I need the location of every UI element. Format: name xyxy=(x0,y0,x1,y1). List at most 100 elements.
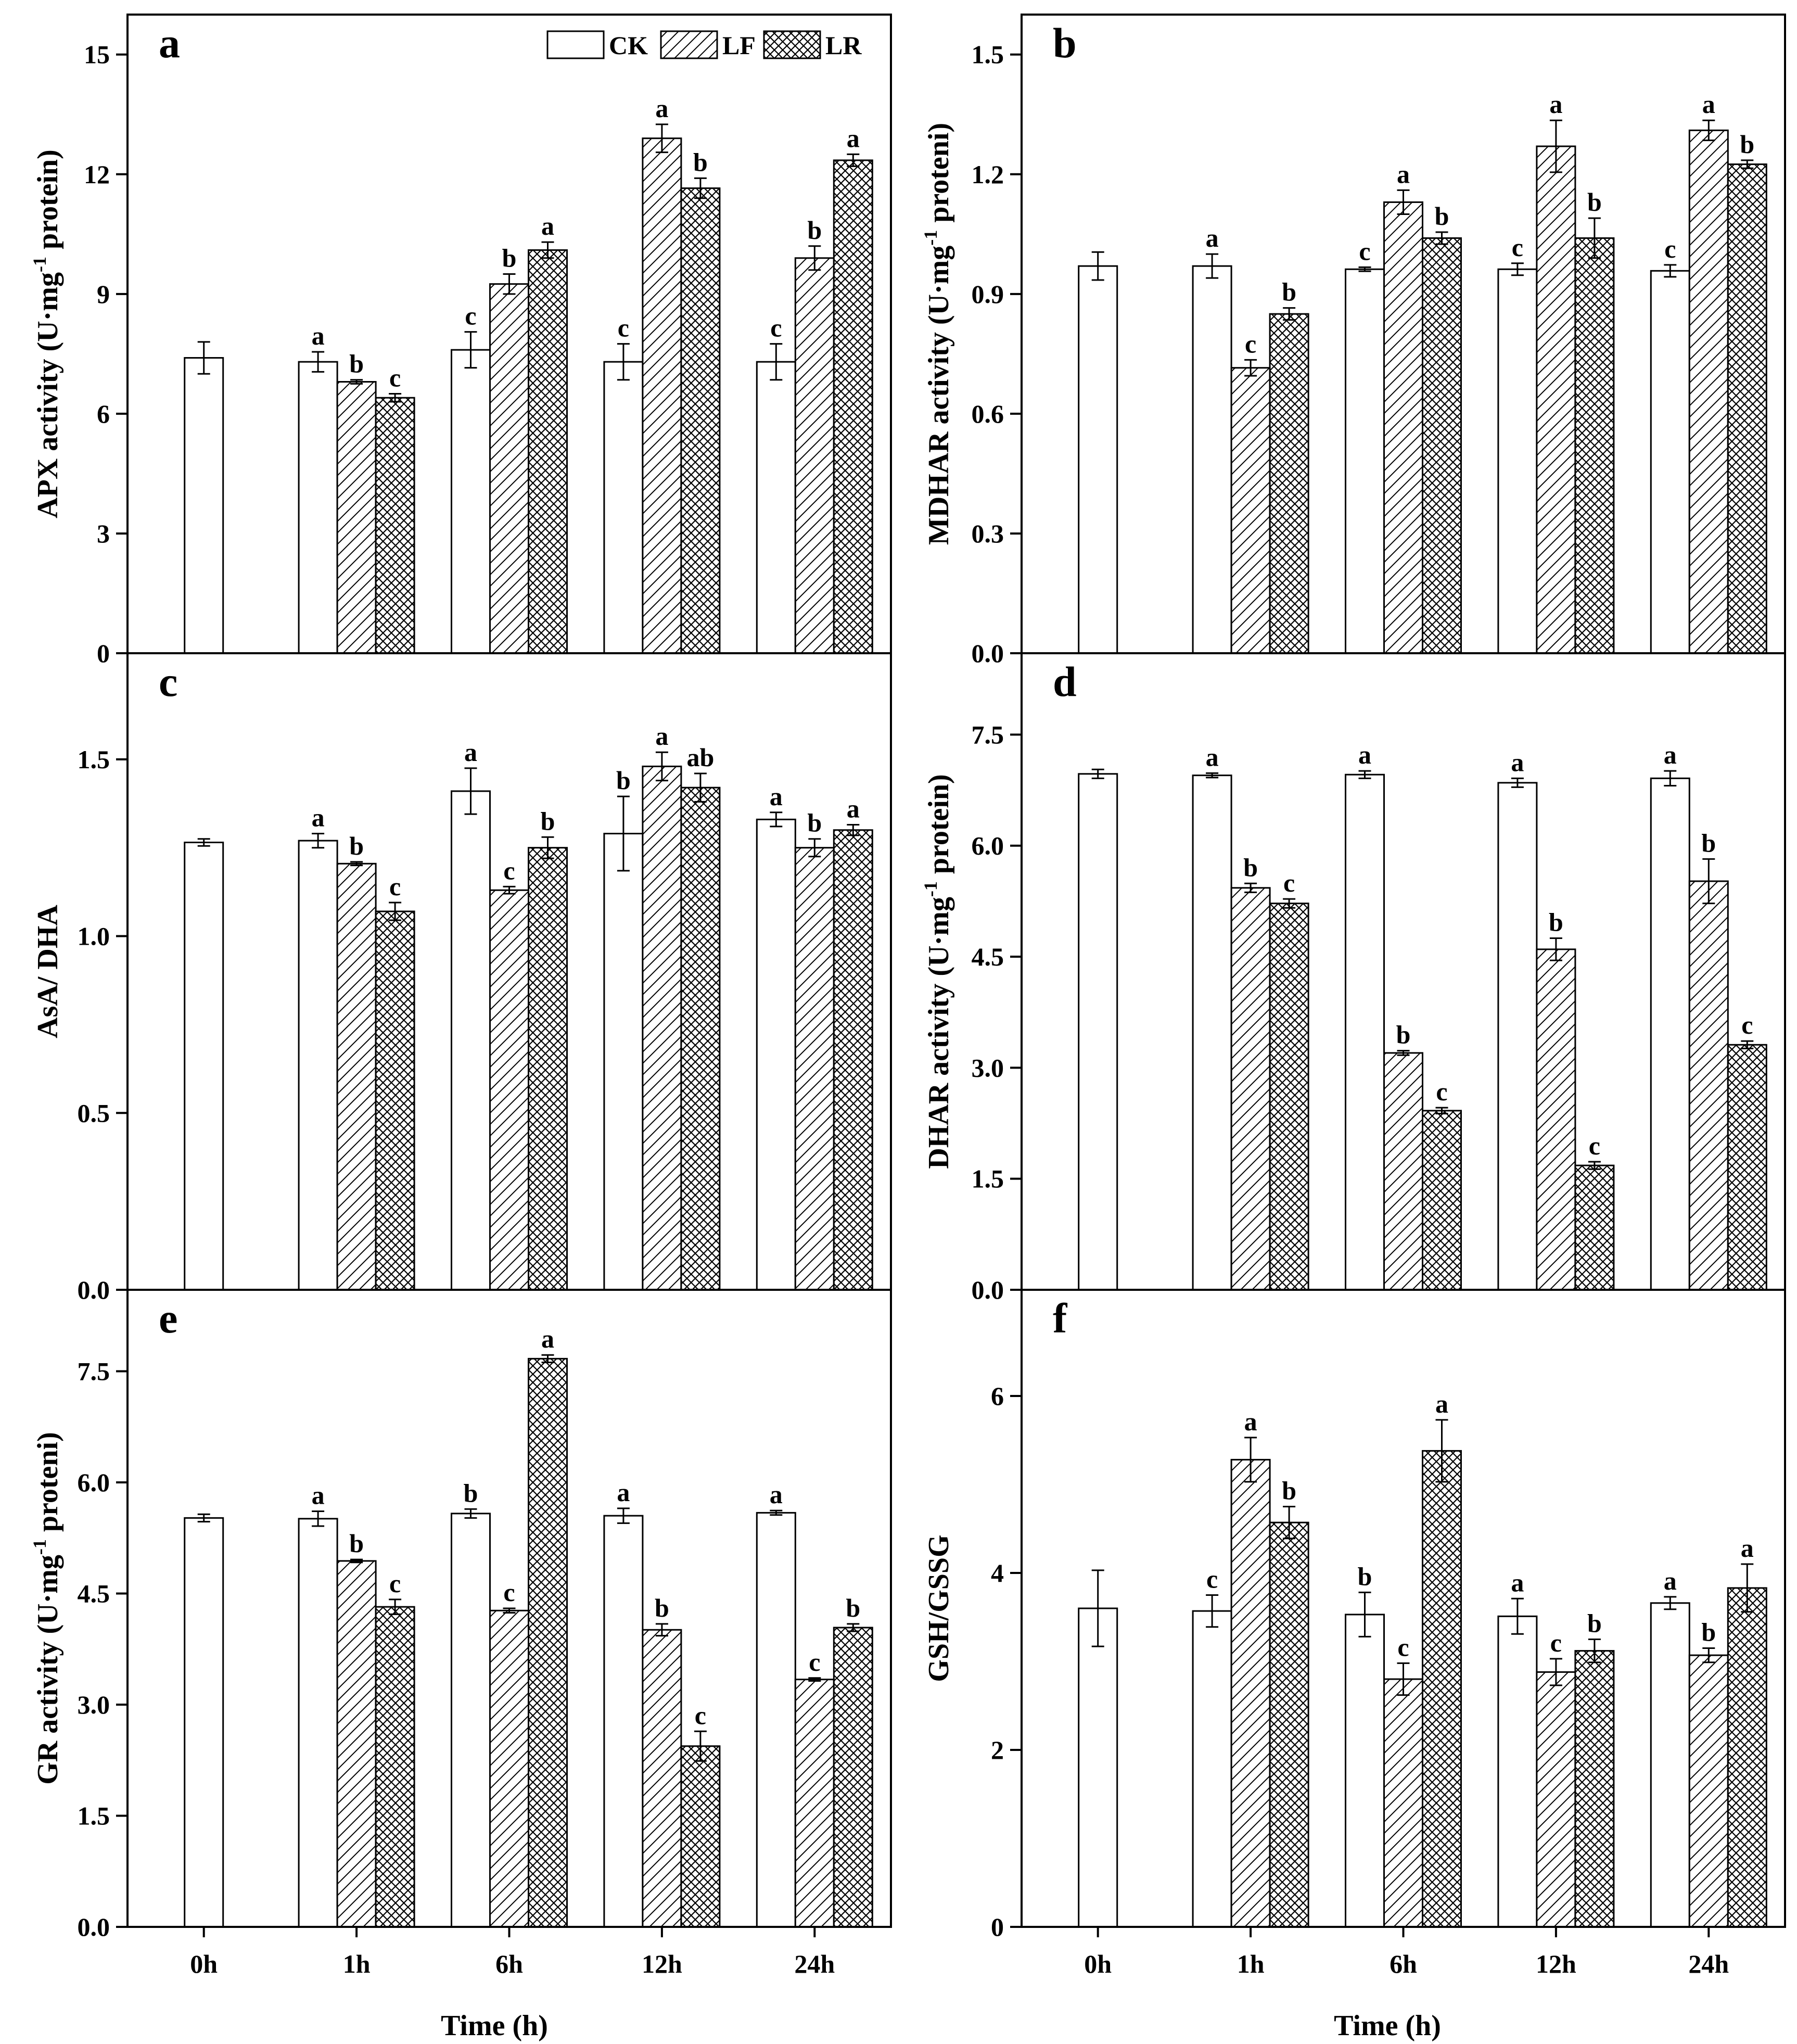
panel-letter-e: e xyxy=(159,1294,177,1342)
bar-d-ck-12h xyxy=(1497,782,1538,1291)
bar-c-lr-1h xyxy=(375,910,415,1291)
x-tick-label-e-6h: 6h xyxy=(495,1949,523,1978)
sig-letter-d-lr-12h: c xyxy=(1589,1131,1600,1160)
error-bar-b-lf-24h xyxy=(1702,119,1715,142)
bar-c-lf-1h xyxy=(336,862,377,1291)
error-bar-d-lf-6h xyxy=(1397,1050,1410,1056)
sig-letter-d-ck-24h: a xyxy=(1664,740,1677,769)
bar-e-lf-1h xyxy=(336,1560,377,1928)
error-bar-b-ck-12h xyxy=(1511,262,1524,276)
bar-f-ck-12h xyxy=(1497,1615,1538,1928)
y-axis-label-b: MDHAR activity (U·mg-1 proteni) xyxy=(920,123,955,545)
bar-a-lr-24h xyxy=(833,159,873,654)
sig-letter-a-lf-6h: b xyxy=(502,243,517,272)
bar-f-lf-24h xyxy=(1688,1654,1729,1928)
bar-a-lf-24h xyxy=(794,257,835,654)
bar-d-lr-6h xyxy=(1422,1110,1462,1291)
error-bar-f-lr-1h xyxy=(1283,1506,1296,1540)
sig-letter-f-ck-24h: a xyxy=(1664,1566,1677,1595)
bar-e-lf-6h xyxy=(489,1609,529,1928)
error-bar-a-ck-1h xyxy=(312,351,325,373)
sig-letter-e-lf-6h: c xyxy=(503,1578,515,1607)
error-bar-f-lr-6h xyxy=(1435,1419,1448,1483)
error-bar-a-lr-12h xyxy=(694,177,707,199)
sig-letter-c-ck-6h: a xyxy=(464,738,477,767)
error-bar-f-lr-12h xyxy=(1588,1639,1601,1664)
error-bar-a-ck-6h xyxy=(464,331,477,369)
bar-f-ck-0h xyxy=(1078,1607,1118,1928)
sig-letter-b-lr-12h: b xyxy=(1587,187,1602,217)
sig-letter-d-ck-6h: a xyxy=(1358,740,1371,769)
error-bar-c-ck-6h xyxy=(464,767,477,815)
bar-c-lf-12h xyxy=(642,765,682,1291)
error-bar-c-ck-24h xyxy=(770,811,783,828)
legend: CK LF LR xyxy=(546,30,862,60)
bar-a-lr-6h xyxy=(528,249,568,654)
sig-letter-e-lr-12h: c xyxy=(695,1700,706,1730)
error-bar-e-lf-6h xyxy=(503,1607,516,1614)
y-tick-label-b-3: 0.9 xyxy=(972,280,1004,309)
y-tick-label-d-0: 0.0 xyxy=(972,1275,1004,1304)
error-bar-d-lf-12h xyxy=(1549,937,1562,961)
x-tick-label-e-0h: 0h xyxy=(190,1949,218,1978)
sig-letter-e-lr-1h: c xyxy=(389,1569,401,1598)
sig-letter-b-lf-24h: a xyxy=(1702,90,1715,119)
bar-d-lr-24h xyxy=(1727,1044,1767,1291)
y-tick-label-e-4: 6.0 xyxy=(78,1468,110,1497)
sig-letter-c-lr-12h: ab xyxy=(686,743,714,772)
error-bar-d-ck-0h xyxy=(1091,768,1104,779)
bar-a-lr-12h xyxy=(680,187,721,654)
bar-b-lf-12h xyxy=(1536,145,1576,654)
sig-letter-b-lr-24h: b xyxy=(1740,130,1754,159)
error-bar-a-lr-1h xyxy=(389,393,402,403)
sig-letter-a-lr-1h: c xyxy=(389,363,401,392)
bar-e-lr-12h xyxy=(680,1745,721,1928)
sig-letter-c-lr-1h: c xyxy=(389,872,401,901)
sig-letter-d-ck-12h: a xyxy=(1511,747,1524,777)
bar-d-ck-0h xyxy=(1078,773,1118,1291)
error-bar-f-lf-12h xyxy=(1549,1658,1562,1686)
bar-f-lf-6h xyxy=(1383,1678,1423,1928)
bar-c-lr-6h xyxy=(528,847,568,1291)
x-tick-label-e-12h: 12h xyxy=(642,1949,682,1978)
bar-f-lf-12h xyxy=(1536,1671,1576,1928)
bar-d-ck-6h xyxy=(1345,773,1385,1291)
panel-letter-c: c xyxy=(159,658,177,705)
sig-letter-b-ck-12h: c xyxy=(1512,233,1523,262)
sig-letter-a-lr-24h: a xyxy=(847,123,860,153)
sig-letter-e-ck-12h: a xyxy=(617,1478,630,1507)
sig-letter-a-ck-6h: c xyxy=(465,301,476,331)
sig-letter-b-lr-6h: b xyxy=(1435,201,1449,231)
sig-letter-d-lf-1h: b xyxy=(1243,853,1258,882)
bar-b-lr-1h xyxy=(1269,313,1309,654)
error-bar-e-ck-12h xyxy=(617,1507,630,1524)
y-tick-label-e-5: 7.5 xyxy=(78,1357,110,1386)
sig-letter-c-lf-6h: c xyxy=(503,856,515,885)
sig-letter-f-ck-6h: b xyxy=(1358,1561,1372,1591)
error-bar-a-ck-0h xyxy=(197,341,210,375)
error-bar-d-ck-24h xyxy=(1664,770,1677,787)
bar-e-lr-24h xyxy=(833,1627,873,1928)
bar-b-lf-24h xyxy=(1688,129,1729,654)
x-axis-label-right: Time (h) xyxy=(1334,2010,1441,2041)
x-tick-label-f-12h: 12h xyxy=(1536,1949,1576,1978)
sig-letter-c-lf-1h: b xyxy=(349,831,364,860)
bar-d-lr-12h xyxy=(1574,1164,1615,1291)
error-bar-d-lr-1h xyxy=(1283,898,1296,909)
y-tick-label-e-2: 3.0 xyxy=(78,1690,110,1719)
legend-label-lf: LF xyxy=(722,31,756,60)
sig-letter-b-lr-1h: b xyxy=(1282,277,1296,307)
y-tick-label-d-5: 7.5 xyxy=(972,720,1004,749)
bar-a-lf-12h xyxy=(642,137,682,654)
y-tick-label-e-1: 1.5 xyxy=(78,1801,110,1831)
y-tick-label-e-3: 4.5 xyxy=(78,1579,110,1608)
sig-letter-f-lr-1h: b xyxy=(1282,1476,1296,1505)
sig-letter-b-ck-24h: c xyxy=(1664,234,1676,263)
error-bar-a-lr-24h xyxy=(847,153,860,167)
panel-letter-f: f xyxy=(1053,1294,1068,1342)
x-axis-label-left: Time (h) xyxy=(441,2010,548,2041)
